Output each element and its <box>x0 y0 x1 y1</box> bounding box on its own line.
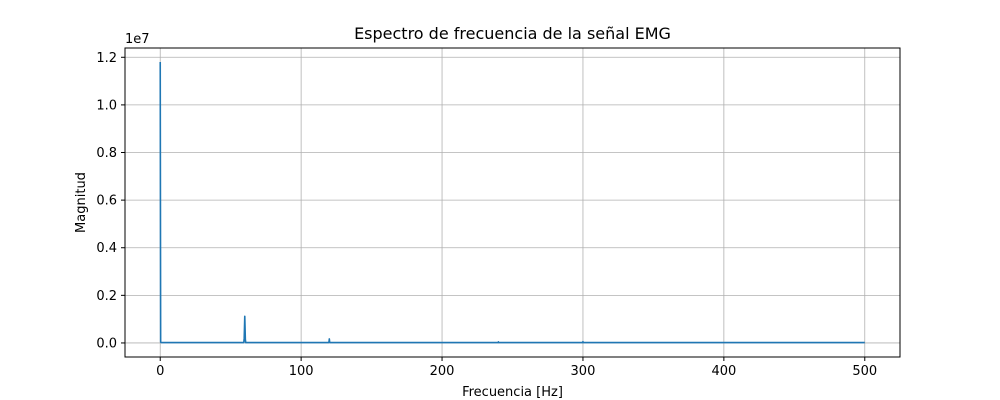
ticks: 0 100 200 300 400 500 0.0 0.2 0.4 0.6 0.8 1.0 1.2 <box>96 51 877 379</box>
series-layer <box>159 62 865 344</box>
y-tick-label: 0.2 <box>96 289 117 304</box>
y-axis-offset-label: 1e7 <box>125 32 150 47</box>
y-tick-label: 1.0 <box>96 98 117 113</box>
y-tick-label: 0.8 <box>96 146 117 161</box>
y-tick-label: 0.0 <box>96 336 117 351</box>
x-tick-label: 500 <box>852 364 877 379</box>
y-axis-label: Magnitud <box>74 172 89 233</box>
x-axis-label: Frecuencia [Hz] <box>462 385 563 400</box>
y-tick-label: 0.6 <box>96 194 117 209</box>
series-line <box>159 62 865 344</box>
axes-frame <box>124 47 901 358</box>
x-tick-label: 0 <box>156 364 164 379</box>
x-tick-label: 400 <box>711 364 736 379</box>
chart-title: Espectro de frecuencia de la señal EMG <box>354 24 671 43</box>
y-tick-label: 0.4 <box>96 241 117 256</box>
x-tick-label: 300 <box>571 364 596 379</box>
x-tick-label: 200 <box>430 364 455 379</box>
x-tick-label: 100 <box>289 364 314 379</box>
y-tick-label: 1.2 <box>96 51 117 66</box>
